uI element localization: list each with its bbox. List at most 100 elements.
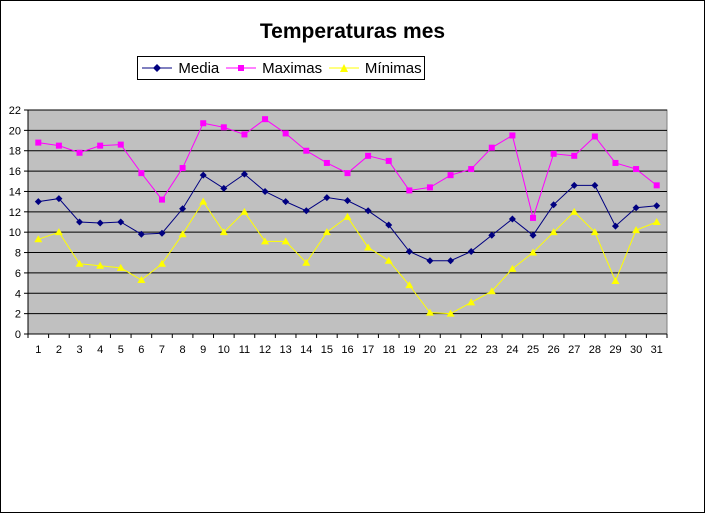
data-point-maximas [200,120,207,127]
x-tick-label: 6 [138,344,144,356]
data-point-maximas [612,159,619,166]
data-point-media [323,194,331,202]
legend-label-minimas: Mínimas [364,59,422,77]
data-point-media [96,219,104,227]
data-point-minimas [549,228,558,236]
x-tick-label: 4 [97,344,103,356]
data-point-media [570,181,578,189]
x-tick-label: 7 [159,344,165,356]
data-point-media [179,205,187,213]
data-point-maximas [262,116,269,123]
data-point-maximas [571,152,578,159]
legend-label-media: Media [178,59,220,77]
data-point-media [426,257,434,265]
data-point-maximas [138,170,145,177]
x-tick-label: 16 [341,344,353,356]
x-tick-label: 20 [424,344,436,356]
data-point-maximas [282,130,289,137]
data-point-media [76,218,84,226]
data-point-maximas [220,124,227,131]
x-tick-label: 29 [609,344,621,356]
x-tick-label: 15 [321,344,333,356]
y-tick-label: 16 [9,166,21,178]
data-point-minimas [281,237,290,245]
data-point-media [158,229,166,237]
data-point-maximas [55,142,62,149]
data-point-maximas [35,139,42,146]
y-tick-label: 0 [15,329,21,341]
data-point-media [199,171,207,179]
data-point-media [632,204,640,212]
data-point-media [488,231,496,239]
data-point-minimas [75,259,84,267]
x-tick-label: 18 [383,344,395,356]
data-point-maximas [76,149,83,156]
data-point-minimas [405,281,414,289]
x-tick-label: 31 [651,344,663,356]
data-point-maximas [468,166,475,173]
legend-item-maximas: Maximas [224,60,322,77]
y-tick-label: 22 [9,105,21,117]
data-point-media [467,248,475,256]
data-point-media [55,195,63,203]
data-point-maximas [488,144,495,151]
x-tick-label: 26 [548,344,560,356]
x-tick-label: 21 [444,344,456,356]
y-tick-label: 14 [9,186,21,198]
data-point-minimas [261,237,270,245]
x-tick-label: 3 [76,344,82,356]
data-point-maximas [426,184,433,191]
data-point-media [385,221,393,229]
legend-label-maximas: Maximas [262,59,323,77]
data-point-minimas [425,308,434,316]
data-point-minimas [384,256,393,264]
data-point-minimas [467,298,476,306]
data-point-media [529,231,537,239]
data-point-minimas [364,243,373,251]
data-point-minimas [240,207,249,215]
data-point-minimas [529,248,538,256]
data-point-minimas [116,263,125,271]
data-point-maximas [158,196,165,203]
data-point-media [405,248,413,256]
data-point-maximas [509,132,516,139]
data-point-media [137,230,145,238]
x-tick-label: 14 [300,344,312,356]
x-tick-label: 1 [35,344,41,356]
x-tick-label: 30 [630,344,642,356]
x-tick-label: 9 [200,344,206,356]
data-point-maximas [633,166,640,173]
legend-marker-minimas [328,64,359,72]
data-point-media [447,257,455,265]
x-tick-label: 19 [403,344,415,356]
data-point-maximas [344,170,351,177]
data-point-maximas [117,141,124,148]
data-point-maximas [365,152,372,159]
data-point-media [261,187,269,195]
data-point-minimas [137,276,146,284]
y-tick-label: 10 [9,227,21,239]
data-point-minimas [632,226,641,234]
x-tick-label: 5 [118,344,124,356]
x-tick-label: 11 [239,344,250,356]
x-tick-label: 23 [486,344,498,356]
x-tick-label: 10 [218,344,230,356]
data-point-minimas [96,261,105,269]
data-point-media [653,202,661,210]
data-point-minimas [611,277,620,285]
legend-marker-maximas [226,65,257,71]
data-point-maximas [179,165,186,172]
data-point-minimas [157,259,166,267]
y-tick-label: 6 [15,268,21,280]
data-point-minimas [343,212,352,220]
y-tick-label: 20 [9,125,21,137]
y-tick-label: 2 [15,309,21,321]
data-point-minimas [446,309,455,317]
x-tick-label: 24 [506,344,518,356]
data-point-media [611,222,619,230]
data-point-minimas [590,228,599,236]
data-point-maximas [550,150,557,157]
data-point-minimas [34,235,43,243]
chart-title: Temperaturas mes [259,20,446,43]
